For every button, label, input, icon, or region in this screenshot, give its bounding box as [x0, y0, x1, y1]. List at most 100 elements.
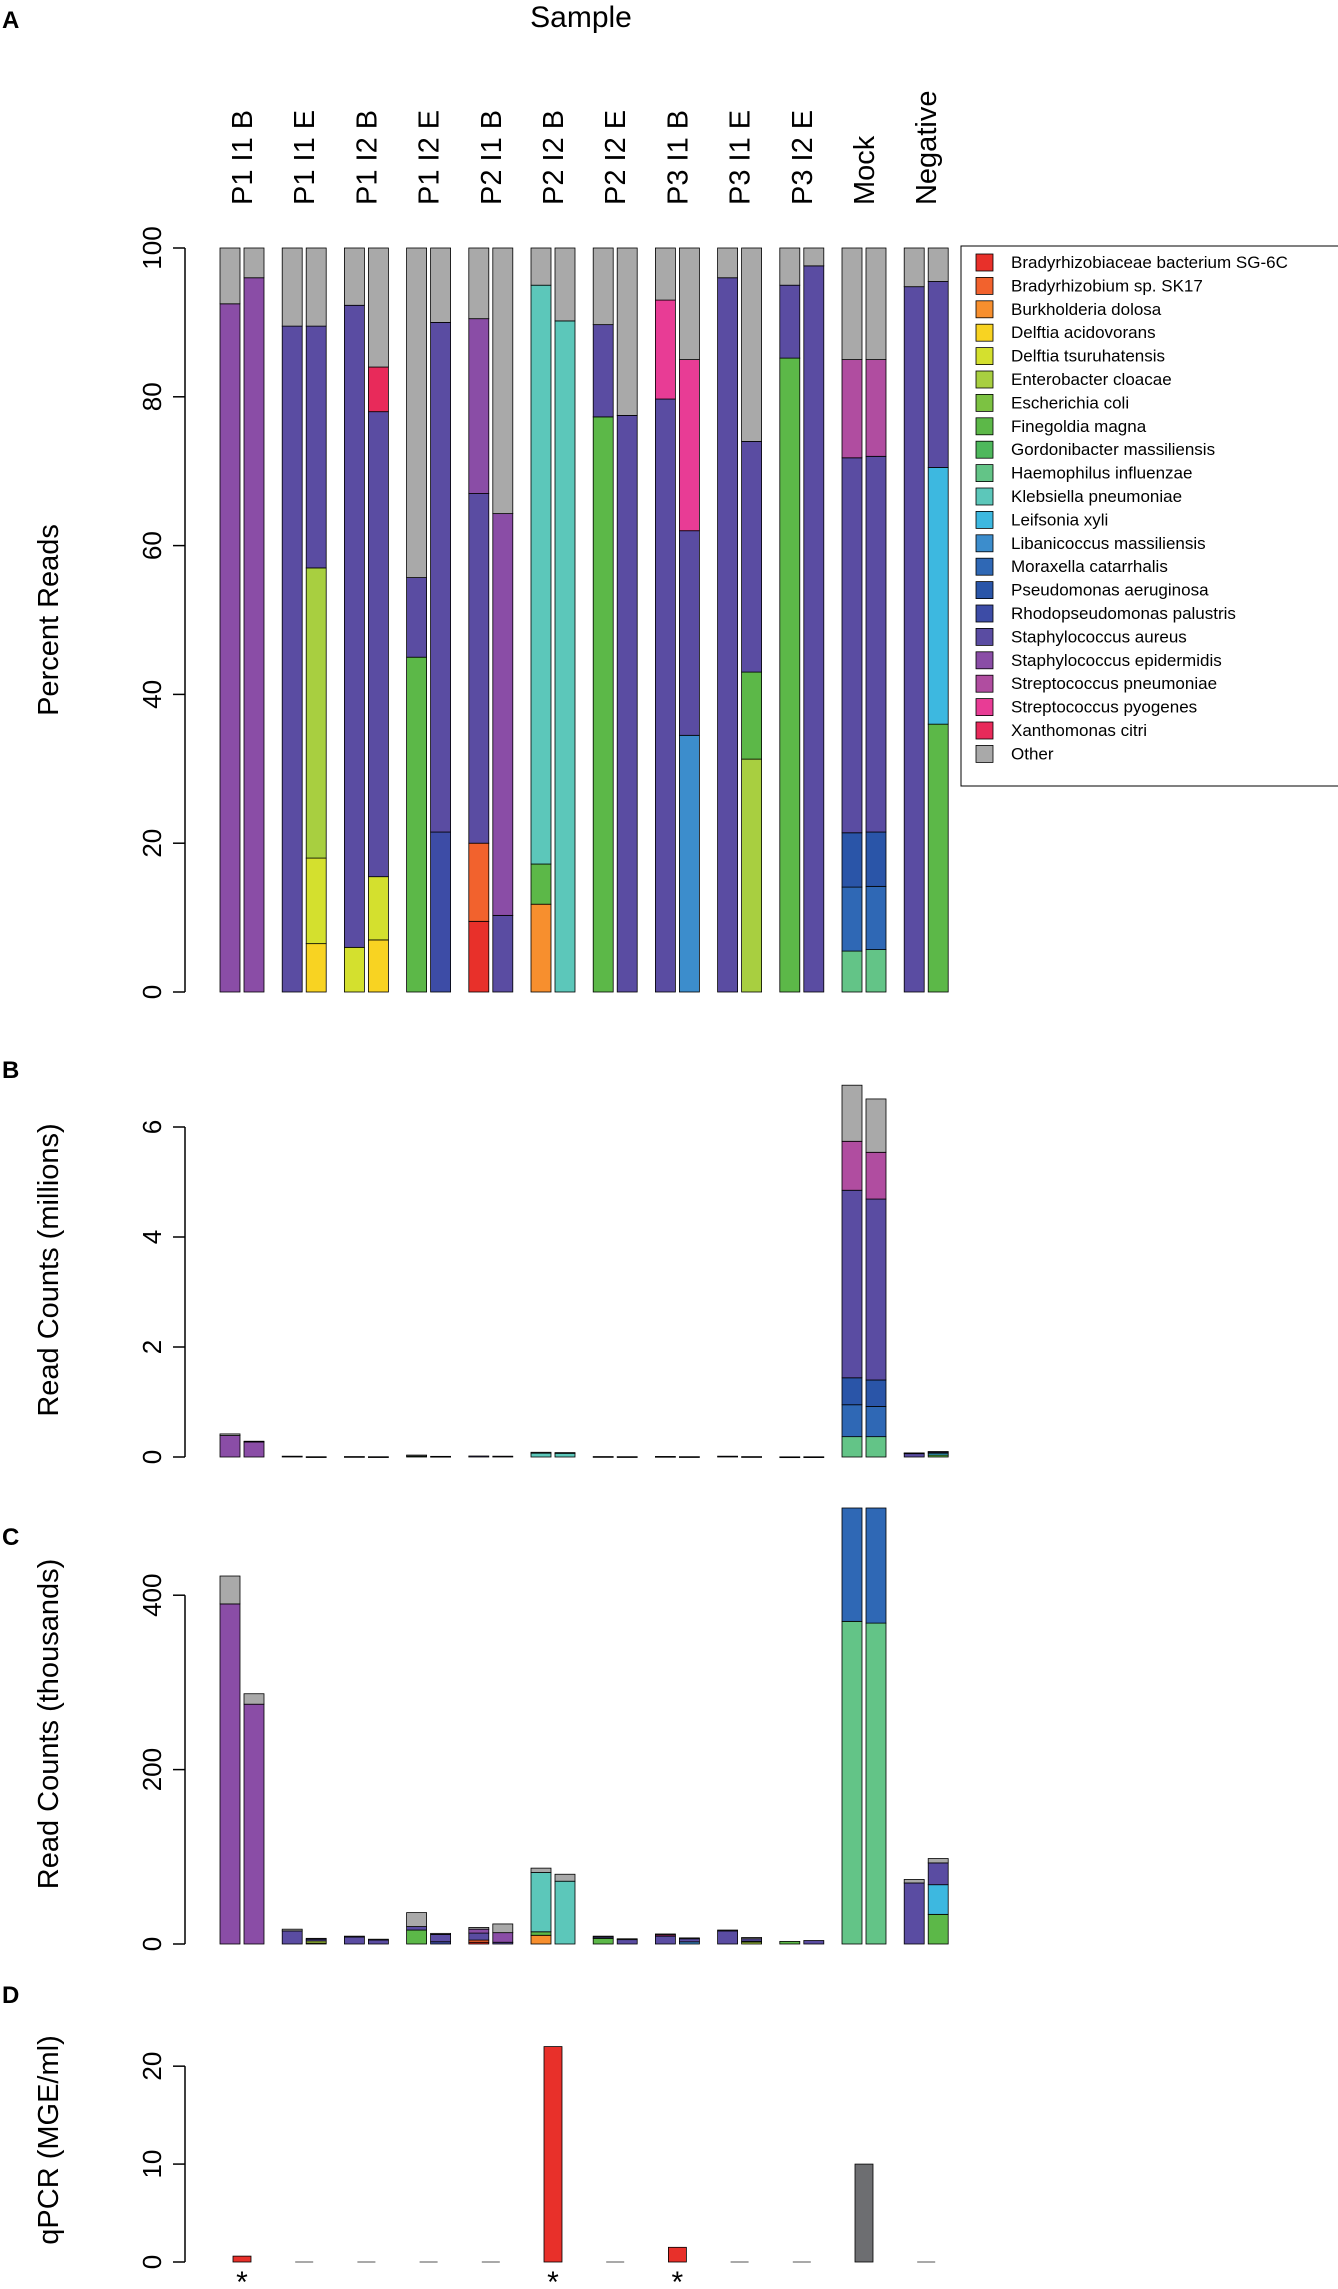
bar-segment [741, 671, 762, 760]
bar-segment [592, 324, 614, 418]
legend-label: Other [1011, 744, 1054, 763]
bar-segment [468, 493, 490, 844]
legend-swatch [975, 510, 994, 529]
bar-segment [492, 247, 514, 515]
bar-segment [530, 247, 552, 286]
legend-swatch [975, 487, 994, 506]
significance-star: * [547, 2266, 559, 2289]
bar-segment [492, 1932, 514, 1943]
bar-segment [343, 1456, 365, 1458]
bar-segment [841, 1140, 863, 1191]
legend-swatch [975, 534, 994, 553]
bar-segment [406, 1454, 428, 1457]
y-tick-label: 400 [137, 1574, 167, 1617]
legend-swatch [975, 698, 994, 716]
bar-segment [219, 1603, 241, 1945]
bar-segment [406, 577, 428, 658]
bar-segment [927, 467, 949, 725]
bar-segment [592, 416, 614, 993]
bar-segment [406, 247, 428, 578]
bar-segment [841, 1436, 863, 1458]
legend-swatch [975, 393, 994, 412]
sample-label: P2 I2 E [600, 110, 632, 205]
bar-segment [616, 414, 638, 993]
y-tick-label: 40 [137, 680, 167, 709]
bar-segment [927, 1913, 949, 1945]
bar-segment [779, 284, 801, 359]
bar-segment [219, 1435, 241, 1458]
bar-segment [305, 567, 327, 859]
legend-label: Klebsiella pneumoniae [1011, 487, 1182, 506]
legend-label: Libanicoccus massiliensis [1011, 534, 1206, 553]
y-tick-label: 4 [137, 1230, 167, 1244]
legend-swatch [975, 628, 994, 646]
legend-label: Gordonibacter massiliensis [1011, 440, 1215, 459]
bar-segment [468, 920, 490, 993]
legend-swatch [975, 604, 994, 623]
bar-segment [367, 247, 389, 368]
bar-segment [655, 398, 676, 993]
bar-segment [343, 1935, 365, 1938]
legend-swatch [975, 347, 994, 366]
y-tick-label: 100 [137, 226, 167, 269]
bar-segment [655, 299, 676, 400]
panel-d: 0 10 20 qPCR (MGE/ml) * * * [33, 2035, 936, 2289]
bar-segment [865, 885, 887, 950]
bar-segment [865, 455, 887, 833]
bar-segment [841, 1507, 863, 1622]
bar-segment [841, 457, 863, 834]
bar-segment [803, 1940, 825, 1945]
y-axis-label: Read Counts (thousands) [33, 1559, 65, 1889]
bar-segment [554, 247, 576, 322]
y-axis-label: Percent Reads [33, 524, 65, 716]
bar-segment [468, 247, 490, 320]
bar-segment [367, 1456, 389, 1458]
bar-segment [243, 247, 265, 279]
legend-label: Delftia acidovorans [1011, 323, 1156, 342]
sample-label: P1 I2 B [351, 110, 383, 205]
bar-segment [430, 1455, 452, 1458]
bar-segment [592, 1935, 614, 1938]
y-tick-label: 0 [137, 2255, 167, 2269]
panel-label-a: A [2, 7, 19, 34]
bar-segment [243, 1441, 265, 1458]
legend-swatch [975, 464, 994, 483]
bar-segment [717, 1929, 738, 1932]
qpcr-bar [668, 2246, 687, 2263]
bar-segment [406, 1929, 428, 1945]
bar-segment [492, 1455, 514, 1458]
bar-segment [367, 939, 389, 993]
bar-segment [841, 950, 863, 993]
legend-swatch [975, 440, 994, 459]
bar-segment [927, 247, 949, 282]
bar-segment [927, 1862, 949, 1886]
bar-segment [554, 1880, 576, 1945]
legend-label: Burkholderia dolosa [1011, 300, 1162, 319]
bar-segment [530, 1872, 552, 1933]
legend-label: Finegoldia magna [1011, 417, 1147, 436]
bar-segment [779, 1456, 801, 1459]
bar-segment [865, 949, 887, 993]
bar-segment [530, 1452, 552, 1458]
y-tick-label: 2 [137, 1340, 167, 1354]
bar-segment [927, 281, 949, 468]
bar-segment [779, 247, 801, 286]
bar-segment [243, 1703, 265, 1945]
bar-segment [219, 1575, 241, 1605]
bar-segment [865, 247, 887, 360]
bar-segment [741, 441, 762, 673]
bar-segment [343, 304, 365, 948]
bar-segment [841, 247, 863, 360]
bar-segment [554, 1452, 576, 1454]
bar-segment [592, 1456, 614, 1458]
y-tick-label: 0 [137, 1937, 167, 1951]
bar-segment [530, 284, 552, 865]
bar-segment [927, 723, 949, 993]
bar-segment [343, 946, 365, 993]
bar-segment [367, 411, 389, 878]
bar-segment [530, 903, 552, 993]
sample-label: P3 I1 E [725, 110, 757, 205]
panel-label-c: C [2, 1524, 19, 1551]
legend-label: Moraxella catarrhalis [1011, 557, 1168, 576]
legend-swatch [975, 370, 994, 389]
